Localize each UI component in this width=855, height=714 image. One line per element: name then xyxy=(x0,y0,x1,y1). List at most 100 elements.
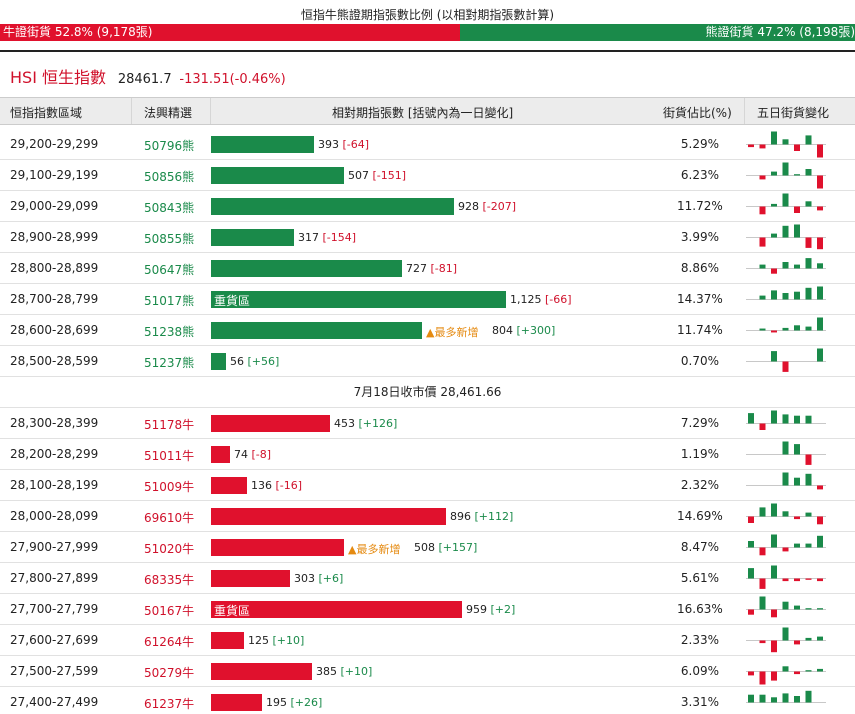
five-day-bar xyxy=(759,671,766,685)
contracts-count: 56 xyxy=(230,355,244,368)
five-day-bar xyxy=(748,568,754,579)
five-day-bar xyxy=(782,327,789,331)
header-separator xyxy=(744,98,745,124)
five-day-chart xyxy=(746,317,826,333)
five-day-bar xyxy=(748,413,754,424)
five-day-chart xyxy=(746,131,826,158)
share-percent: 5.29% xyxy=(680,137,719,151)
contracts-change: [+26] xyxy=(290,696,323,709)
contracts-bar xyxy=(211,539,344,556)
contracts-count: 727 xyxy=(406,262,427,275)
contracts-count: 1,125 xyxy=(510,293,542,306)
warrant-code-link[interactable]: 69610牛 xyxy=(144,511,195,525)
contracts-bar xyxy=(211,632,244,649)
five-day-bar xyxy=(794,671,800,675)
contracts-change: [-151] xyxy=(372,169,407,182)
contracts-value: 303 [+6] xyxy=(294,572,343,585)
warrant-code-link[interactable]: 51020牛 xyxy=(144,542,195,556)
row-range: 28,200-28,299 xyxy=(10,447,99,461)
warrant-code-link[interactable]: 50856熊 xyxy=(144,170,195,184)
five-day-bar xyxy=(794,444,800,455)
contracts-bar xyxy=(211,198,454,215)
table-row: 27,800-27,899 68335牛 303 [+6] 5.61% xyxy=(0,563,855,594)
five-day-bar xyxy=(771,410,777,424)
five-day-bar xyxy=(805,543,812,548)
row-range: 29,100-29,199 xyxy=(10,168,99,182)
five-day-bar xyxy=(782,511,789,517)
contracts-count: 317 xyxy=(298,231,319,244)
warrant-code-link[interactable]: 51237熊 xyxy=(144,356,195,370)
index-name[interactable]: HSI 恒生指數 xyxy=(10,68,106,87)
row-range: 27,800-27,899 xyxy=(10,571,99,585)
five-day-bar xyxy=(794,543,800,548)
contracts-bar xyxy=(211,601,462,618)
five-day-bar xyxy=(782,601,789,610)
five-day-bar xyxy=(771,330,777,333)
row-range: 28,100-28,199 xyxy=(10,478,99,492)
five-day-bar xyxy=(817,578,823,582)
five-day-chart xyxy=(746,441,826,465)
heavy-zone-label: 重貨區 xyxy=(214,604,251,618)
contracts-count: 125 xyxy=(248,634,269,647)
share-percent: 6.23% xyxy=(680,168,719,182)
contracts-count: 393 xyxy=(318,138,339,151)
five-day-bar xyxy=(805,237,812,248)
five-day-bar xyxy=(771,351,777,362)
warrant-code-link[interactable]: 50796熊 xyxy=(144,139,195,153)
index-change: -131.51(-0.46%) xyxy=(179,72,286,87)
five-day-bar xyxy=(771,233,777,238)
warrant-code-link[interactable]: 51017熊 xyxy=(144,294,195,308)
five-day-bar xyxy=(794,174,800,176)
five-day-bar xyxy=(782,547,789,552)
ratio-title: 恒指牛熊證期指張數比例 (以相對期指張數計算) xyxy=(300,8,555,22)
contracts-bar xyxy=(211,322,422,339)
share-percent: 2.32% xyxy=(680,478,719,492)
contracts-change: [+2] xyxy=(490,603,516,616)
warrant-code-link[interactable]: 68335牛 xyxy=(144,573,195,587)
warrant-code-link[interactable]: 50843熊 xyxy=(144,201,195,215)
five-day-bar xyxy=(782,414,789,424)
contracts-value: 195 [+26] xyxy=(266,696,322,709)
five-day-bar xyxy=(782,139,789,145)
warrant-code-link[interactable]: 51011牛 xyxy=(144,449,195,463)
five-day-bar xyxy=(805,169,812,176)
five-day-bar xyxy=(805,690,812,703)
warrant-code-link[interactable]: 61237牛 xyxy=(144,697,195,711)
warrant-code-link[interactable]: 50167牛 xyxy=(144,604,195,618)
five-day-bar xyxy=(759,694,766,703)
contracts-change: [-16] xyxy=(275,479,303,492)
warrant-code-link[interactable]: 51238熊 xyxy=(144,325,195,339)
warrant-code-link[interactable]: 50647熊 xyxy=(144,263,195,277)
five-day-bar xyxy=(782,293,789,300)
row-range: 27,700-27,799 xyxy=(10,602,99,616)
contracts-value: 393 [-64] xyxy=(318,138,369,151)
table-row: 28,700-28,799 51017熊 重貨區 1,125 [-66] 14.37% xyxy=(0,284,855,315)
five-day-chart xyxy=(746,258,826,274)
header-contracts: 相對期指張數 [括號內為一日變化] xyxy=(332,106,514,120)
table-row: 27,500-27,599 50279牛 385 [+10] 6.09% xyxy=(0,656,855,687)
five-day-chart xyxy=(746,348,826,372)
five-day-bar xyxy=(782,578,789,582)
row-range: 27,600-27,699 xyxy=(10,633,99,647)
contracts-change: [-154] xyxy=(322,231,357,244)
row-range: 28,300-28,399 xyxy=(10,416,99,430)
warrant-code-link[interactable]: 51178牛 xyxy=(144,418,195,432)
five-day-bar xyxy=(748,671,754,676)
contracts-count: 959 xyxy=(466,603,487,616)
warrant-code-link[interactable]: 51009牛 xyxy=(144,480,195,494)
five-day-bar xyxy=(805,473,812,486)
warrant-code-link[interactable]: 50279牛 xyxy=(144,666,195,680)
five-day-bar xyxy=(794,264,800,269)
five-day-bar xyxy=(817,516,823,525)
five-day-chart xyxy=(746,410,826,430)
five-day-bar xyxy=(817,237,823,250)
table-row: 28,300-28,399 51178牛 453 [+126] 7.29% xyxy=(0,408,855,439)
warrant-code-link[interactable]: 50855熊 xyxy=(144,232,195,246)
contracts-value: 507 [-151] xyxy=(348,169,406,182)
warrant-code-link[interactable]: 61264牛 xyxy=(144,635,195,649)
contracts-value: 385 [+10] xyxy=(316,665,372,678)
contracts-change: [+112] xyxy=(474,510,514,523)
five-day-bar xyxy=(759,578,766,589)
five-day-bar xyxy=(817,144,823,158)
contracts-value: 727 [-81] xyxy=(406,262,457,275)
